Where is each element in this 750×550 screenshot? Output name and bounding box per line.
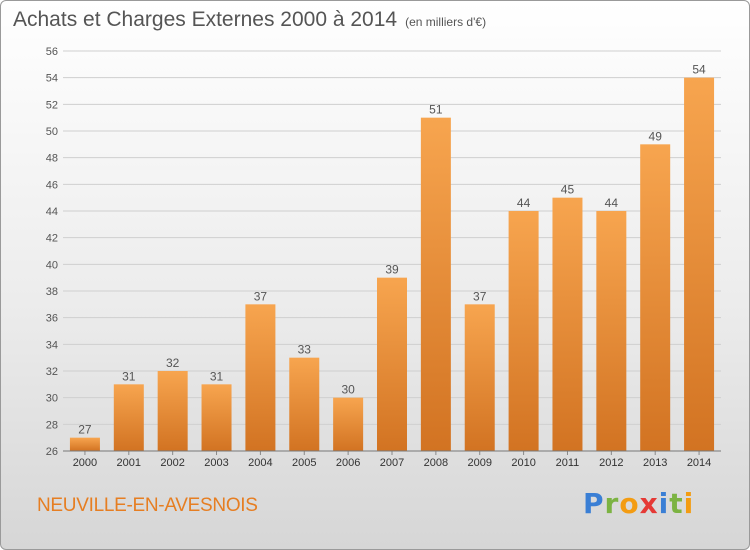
x-axis-ticks: 2000 2001 2002 2003 2004 2005 2006 2007 2008 2009… [73, 451, 711, 469]
data-label: 32 [166, 356, 180, 370]
logo-letter: i [658, 487, 670, 520]
logo-letter: o [619, 487, 640, 520]
y-tick-label: 36 [46, 313, 58, 325]
data-label: 44 [605, 196, 619, 210]
bars [69, 77, 715, 452]
y-tick-label: 48 [46, 153, 58, 165]
bar-2004 [245, 304, 276, 451]
bar-2013 [640, 144, 671, 452]
y-tick-label: 40 [46, 259, 58, 271]
x-tick-label: 2006 [336, 457, 360, 469]
y-axis-ticks: 26 28 30 32 34 36 38 40 42 44 46 48 50 52 54 56 [46, 46, 58, 458]
y-tick-label: 54 [46, 73, 58, 85]
x-tick-label: 2009 [467, 457, 491, 469]
y-tick-label: 52 [46, 99, 58, 111]
x-tick-label: 2013 [643, 457, 667, 469]
y-tick-label: 44 [46, 206, 58, 218]
proxiti-logo: Proxiti [583, 487, 694, 520]
y-tick-label: 38 [46, 286, 58, 298]
x-tick-label: 2014 [687, 457, 711, 469]
data-label: 27 [78, 423, 92, 437]
x-tick-label: 2012 [599, 457, 623, 469]
bar-2012 [596, 211, 627, 451]
logo-letter: P [583, 487, 605, 520]
bar-2008 [420, 117, 451, 452]
data-label: 54 [692, 63, 706, 77]
title-text: Achats et Charges Externes 2000 à 2014 [13, 8, 398, 31]
x-tick-label: 2007 [380, 457, 404, 469]
y-tick-label: 46 [46, 179, 58, 191]
data-label: 37 [473, 289, 487, 303]
data-label: 51 [429, 103, 443, 117]
data-label: 30 [341, 383, 355, 397]
x-tick-label: 2010 [511, 457, 535, 469]
x-tick-label: 2011 [556, 457, 580, 469]
data-label: 49 [649, 129, 663, 143]
x-tick-label: 2004 [248, 457, 272, 469]
bar-2003 [201, 384, 232, 451]
y-tick-label: 42 [46, 233, 58, 245]
commune-name: NEUVILLE-EN-AVESNOIS [37, 495, 258, 516]
bar-2006 [333, 397, 364, 451]
logo-letter: t [669, 487, 684, 520]
data-label: 33 [298, 343, 312, 357]
data-label: 39 [385, 263, 399, 277]
chart-title: Achats et Charges Externes 2000 à 2014 (e… [13, 8, 486, 32]
y-tick-label: 56 [46, 46, 58, 58]
logo-letter: i [683, 487, 695, 520]
bar-2007 [377, 277, 407, 451]
x-tick-label: 2002 [160, 457, 184, 469]
bar-2001 [113, 384, 144, 451]
bar-2005 [289, 357, 320, 451]
x-tick-label: 2001 [117, 457, 141, 469]
title-unit: (en milliers d'€) [405, 15, 487, 29]
y-tick-label: 30 [46, 393, 58, 405]
y-tick-label: 26 [46, 446, 58, 458]
y-tick-label: 32 [46, 366, 58, 378]
x-tick-label: 2000 [73, 457, 97, 469]
data-label: 31 [122, 369, 136, 383]
bar-2000 [69, 437, 100, 451]
data-label: 31 [210, 369, 224, 383]
data-label: 44 [517, 196, 531, 210]
logo-letter: r [604, 487, 620, 520]
data-label: 45 [561, 183, 575, 197]
bar-2010 [508, 211, 539, 451]
logo-letter: x [639, 487, 659, 520]
y-tick-label: 50 [46, 126, 58, 138]
bar-2009 [464, 304, 495, 451]
bar-2011 [552, 197, 583, 451]
bar-2014 [684, 77, 715, 452]
x-tick-label: 2008 [424, 457, 448, 469]
x-tick-label: 2005 [292, 457, 316, 469]
x-tick-label: 2003 [204, 457, 228, 469]
data-label: 37 [254, 289, 268, 303]
y-tick-label: 28 [46, 419, 58, 431]
bar-2002 [157, 371, 188, 451]
y-tick-label: 34 [46, 339, 58, 351]
data-labels: 27 31 32 31 37 33 30 39 51 37 44 45 44 49 54 [78, 63, 706, 437]
